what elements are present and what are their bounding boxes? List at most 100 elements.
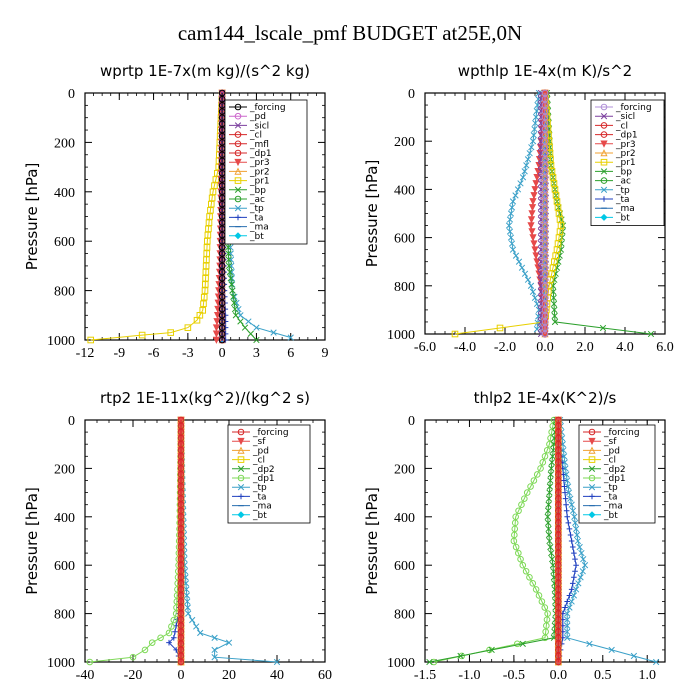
data-point [231,305,239,313]
data-point [177,658,185,666]
legend-marker [588,474,596,482]
data-point [549,282,557,289]
data-point [514,186,522,193]
series-line-pr1 [90,92,223,341]
data-point [218,312,226,319]
legend-marker [588,428,596,436]
data-point [521,495,528,502]
data-point [572,556,578,562]
data-point [568,538,575,544]
data-point [193,623,200,630]
data-point [551,276,558,283]
legend-marker [237,456,245,463]
data-point [549,562,557,569]
data-point [518,501,525,509]
y-tick-label: 1000 [47,334,75,349]
data-point [523,162,530,169]
legend-label: _pr2 [615,149,636,159]
data-point [544,507,552,514]
data-point [507,210,515,217]
data-point [270,329,277,336]
data-point [231,293,238,300]
data-point [547,477,554,484]
y-tick-label: 1000 [47,656,75,671]
data-point [517,180,524,187]
data-point [546,483,554,490]
chart-panel-4: thlp2 1E-4x(K^2)/s Pressure [hPa] 0 200 400 6… [363,389,666,683]
data-point [543,616,551,623]
y-axis-label: Pressure [hPa] [23,487,41,595]
data-point [526,150,533,157]
legend-marker [600,113,608,120]
x-tick-label: 4.0 [616,340,634,355]
legend-label: _dp1 [615,131,638,141]
series-line-dp2 [429,419,558,663]
data-point [224,244,232,251]
legend-label: _ta [249,213,264,223]
data-point [532,119,539,127]
data-point [519,640,526,648]
data-point [608,646,615,654]
data-point [515,549,522,557]
data-point [528,228,536,236]
legend-label: _tp [252,483,267,493]
data-point [218,324,226,331]
legend-label: _ma [603,502,623,512]
data-point [564,628,571,635]
data-point [548,555,556,563]
data-point [522,567,530,575]
legend-label: _cl [249,131,262,141]
data-point [218,274,226,282]
legend-marker [234,205,242,212]
data-point [203,250,211,257]
legend-label: _ma [615,204,635,214]
legend-label: _pr2 [249,167,270,177]
data-point [568,598,575,605]
legend-label: _pr3 [249,158,270,168]
legend-marker [588,484,596,491]
data-point [201,287,209,294]
x-tick-label: -0.5 [503,668,525,683]
legend-marker [234,232,242,240]
data-point [552,270,559,277]
legend-marker [588,456,596,463]
data-point [168,623,175,630]
data-point [528,144,535,151]
legend: _forcing_sicl_cl_dp1_pr3_pr2_pr1_bp_ac_t… [590,99,665,226]
data-point [203,237,211,245]
legend-marker [600,177,608,184]
chart-panel-1: wprtp 1E-7x(m kg)/(s^2 kg) Pressure [hPa]… [23,62,329,361]
y-tick-label: 0 [68,414,75,429]
legend-marker [234,195,242,203]
legend-label: _pr1 [615,158,636,168]
data-point [287,334,294,341]
data-point [564,477,571,484]
data-point [171,635,177,641]
series-line-pr1 [454,92,562,335]
legend-label: _forcing [249,103,286,113]
data-point [574,537,582,545]
data-point [539,459,547,466]
data-point [532,113,540,121]
series-line-dp1 [89,419,182,663]
data-point [512,252,520,259]
data-point [197,629,204,637]
data-point [218,293,226,301]
data-point [230,299,238,307]
data-point [535,592,543,599]
data-point [211,654,218,661]
legend-label: _tp [249,204,264,214]
series-group [86,416,281,666]
data-point [541,453,549,460]
data-point [512,543,520,551]
data-point [541,330,549,338]
x-tick-label: 6 [287,346,294,361]
legend-marker [235,214,241,221]
x-tick-label: 0 [219,346,226,361]
data-point [193,316,201,324]
data-point [212,176,220,183]
legend-label: _pr1 [249,177,270,187]
data-point [562,489,568,496]
legend-marker [600,149,608,157]
y-tick-label: 1000 [387,656,415,671]
